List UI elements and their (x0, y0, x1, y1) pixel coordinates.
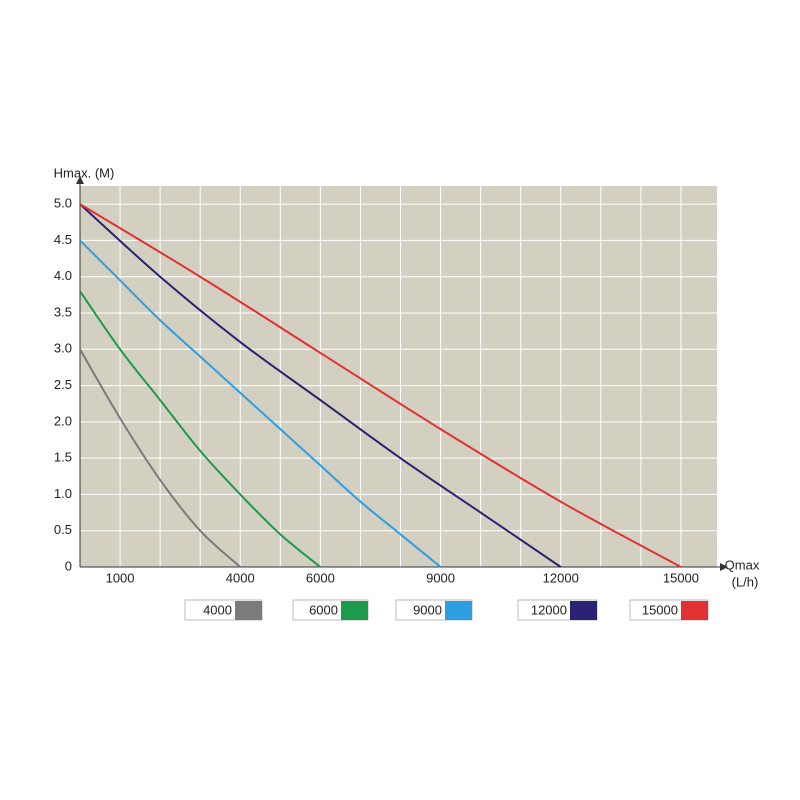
y-axis-label: Hmax. (M) (54, 165, 115, 180)
x-tick-label: 1000 (106, 570, 135, 585)
legend-swatch (681, 601, 708, 620)
axis-arrow (720, 563, 728, 571)
y-tick-label: 4.0 (54, 268, 72, 283)
legend-label: 12000 (531, 602, 567, 617)
legend-swatch (341, 601, 368, 620)
legend-swatch (445, 601, 472, 620)
legend-label: 6000 (309, 602, 338, 617)
x-axis-label: Qmax (725, 557, 760, 572)
legend-swatch (570, 601, 597, 620)
legend-label: 4000 (203, 602, 232, 617)
curve (79, 239, 442, 568)
curve (79, 290, 322, 568)
legend-label: 15000 (642, 602, 678, 617)
y-tick-label: 0.5 (54, 522, 72, 537)
x-tick-label: 15000 (663, 570, 699, 585)
axis-arrow (76, 176, 84, 184)
curve (79, 348, 241, 568)
y-tick-label: 0 (65, 558, 72, 573)
curve (79, 203, 682, 568)
y-tick-label: 2.0 (54, 413, 72, 428)
y-tick-label: 4.5 (54, 232, 72, 247)
x-tick-label: 4000 (226, 570, 255, 585)
y-tick-label: 1.5 (54, 450, 72, 465)
y-tick-label: 2.5 (54, 377, 72, 392)
y-tick-label: 5.0 (54, 196, 72, 211)
x-tick-label: 9000 (426, 570, 455, 585)
x-axis-label: (L/h) (732, 574, 759, 589)
x-tick-label: 12000 (543, 570, 579, 585)
curve (79, 203, 562, 568)
x-tick-label: 6000 (306, 570, 335, 585)
plot-background (80, 186, 717, 567)
y-tick-label: 1.0 (54, 486, 72, 501)
legend-label: 9000 (413, 602, 442, 617)
legend-swatch (235, 601, 262, 620)
y-tick-label: 3.0 (54, 341, 72, 356)
y-tick-label: 3.5 (54, 304, 72, 319)
